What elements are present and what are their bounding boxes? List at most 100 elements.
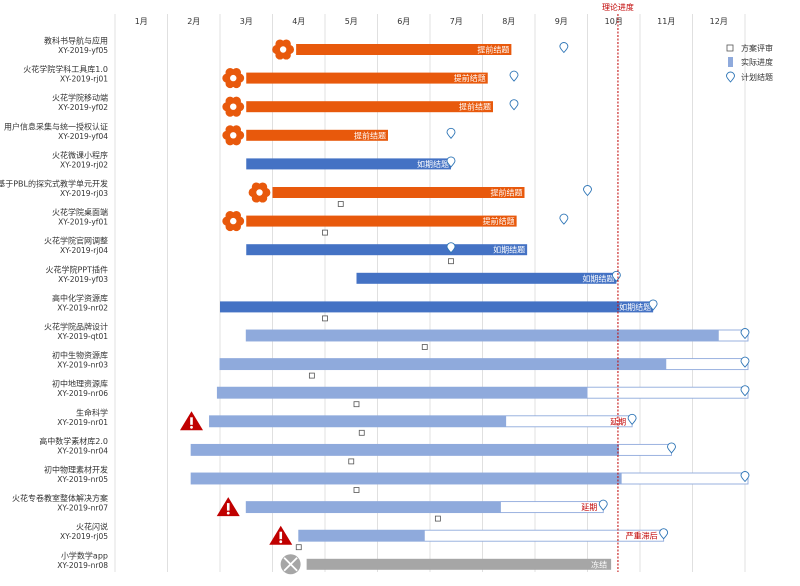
- project-name: 教科书导航与应用: [44, 36, 108, 46]
- month-label: 1月: [135, 17, 148, 26]
- legend-review-marker: [726, 44, 734, 52]
- actual-progress-bar: [246, 244, 528, 256]
- month-label: 4月: [292, 17, 305, 26]
- warning-dot: [279, 540, 283, 544]
- project-code: XY-2019-qt01: [57, 332, 108, 341]
- theory-progress-label: 理论进度: [602, 2, 634, 12]
- month-gridlines: [114, 14, 746, 572]
- project-code: XY-2019-yf05: [58, 46, 108, 55]
- bar-label: 如期结题: [619, 302, 651, 312]
- project-row: 高中数学素材库2.0XY-2019-nr04: [39, 436, 676, 465]
- bar-label: 提前结题: [354, 130, 386, 140]
- project-code: XY-2019-rj01: [60, 75, 108, 84]
- legend-actual-label: 实际进度: [741, 57, 773, 67]
- actual-progress-bar: [356, 272, 617, 284]
- month-label: 5月: [345, 17, 358, 26]
- actual-progress-bar: [220, 301, 654, 313]
- legend-plan-icon: [726, 71, 735, 83]
- project-code: XY-2019-rj05: [60, 532, 108, 541]
- project-code: XY-2019-nr02: [57, 303, 108, 312]
- plan-end-icon: [446, 127, 456, 139]
- legend-review-label: 方案评审: [741, 43, 773, 53]
- bar-label: 提前结题: [491, 188, 523, 198]
- plan-end-icon: [446, 242, 456, 254]
- legend: 方案评审 实际进度 计划结题: [726, 43, 773, 83]
- project-name: 初中地理资源库: [52, 379, 108, 389]
- bar-label: 延期: [581, 502, 597, 512]
- actual-progress-bar: [246, 158, 451, 170]
- project-code: XY-2019-nr06: [57, 389, 108, 398]
- flower-center-dot: [230, 103, 237, 110]
- month-label: 6月: [397, 17, 410, 26]
- legend-plan-label: 计划结题: [741, 72, 773, 82]
- actual-progress-bar: [246, 215, 517, 227]
- actual-progress-bar: [220, 358, 667, 370]
- actual-progress-bar: [209, 415, 507, 427]
- legend-actual-marker: [728, 57, 733, 67]
- review-marker: [348, 458, 355, 465]
- project-code: XY-2019-rj03: [60, 189, 108, 198]
- bar-label: 冻结: [591, 559, 607, 569]
- project-code: XY-2019-yf01: [58, 218, 108, 227]
- plan-end-icon: [559, 213, 569, 225]
- actual-progress-bar: [246, 501, 501, 513]
- project-name: 火花学院官网调整: [44, 236, 108, 246]
- month-label: 3月: [240, 17, 253, 26]
- month-label: 8月: [502, 17, 515, 26]
- plan-end-icon: [509, 99, 519, 111]
- actual-progress-bar: [246, 101, 493, 113]
- month-label: 7月: [450, 17, 463, 26]
- bar-label: 严重滞后: [626, 531, 658, 541]
- project-name: 火花学院桌面端: [52, 207, 108, 217]
- project-name: 初中生物资源库: [52, 350, 108, 360]
- project-code: XY-2019-nr03: [57, 361, 108, 370]
- project-name: 火花微课小程序: [52, 150, 108, 160]
- project-name: 火花学院品牌设计: [44, 322, 108, 332]
- project-name: 用户信息采集与统一授权认证: [4, 121, 108, 131]
- frozen-bar: [306, 558, 612, 570]
- project-code: XY-2019-rj04: [60, 246, 108, 255]
- plan-end-icon: [740, 328, 750, 340]
- actual-progress-bar: [217, 387, 588, 399]
- review-marker: [448, 258, 454, 265]
- review-marker: [434, 515, 441, 522]
- plan-end-icon: [627, 413, 637, 425]
- review-marker: [353, 401, 360, 408]
- theory-progress: 理论进度: [602, 2, 634, 572]
- project-name: 高中化学资源库: [52, 293, 108, 303]
- month-label: 9月: [555, 17, 568, 26]
- plan-end-icon: [740, 385, 750, 397]
- month-axis: 1月 2月 3月 4月 5月 6月 7月 8月 9月 10月 11月 12月: [135, 17, 728, 26]
- actual-progress-bar: [272, 187, 525, 198]
- warning-dot: [226, 511, 230, 515]
- project-name: 基于PBL的探究式教学单元开发: [0, 179, 108, 189]
- flower-center-dot: [230, 132, 237, 139]
- month-label: 12月: [710, 17, 728, 26]
- project-name: 火花学院学科工具库1.0: [23, 64, 108, 74]
- review-marker: [322, 229, 328, 236]
- review-marker: [421, 344, 428, 350]
- project-code: XY-2019-nr07: [57, 504, 108, 513]
- plan-end-icon: [446, 156, 456, 168]
- flower-center-dot: [279, 46, 287, 53]
- plan-end-icon: [740, 356, 750, 368]
- flower-center-dot: [230, 217, 237, 225]
- project-name: 生命科学: [76, 407, 108, 417]
- bar-label: 如期结题: [417, 159, 449, 169]
- plan-end-icon: [559, 42, 569, 54]
- actual-progress-bar: [296, 44, 512, 55]
- project-code: XY-2019-nr08: [57, 561, 108, 570]
- project-code: XY-2019-rj02: [60, 160, 108, 169]
- review-marker: [295, 544, 302, 551]
